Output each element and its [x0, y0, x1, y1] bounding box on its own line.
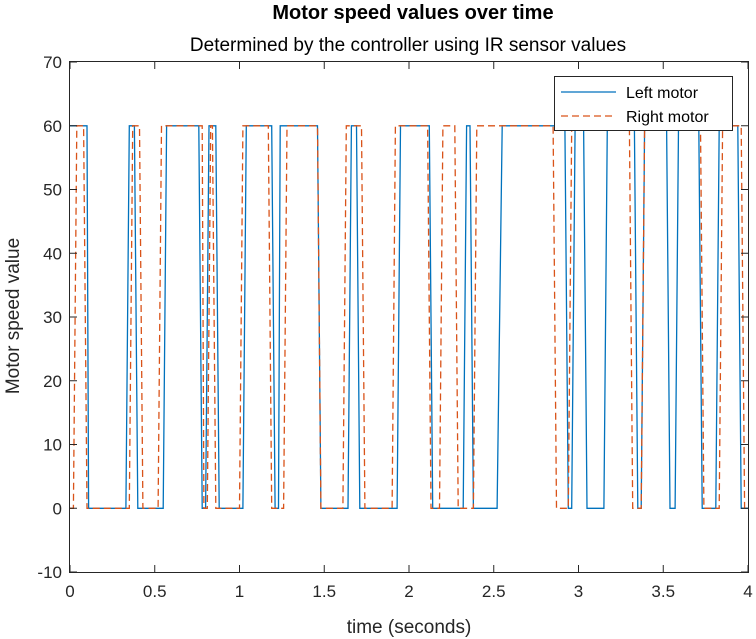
legend-label-left-motor: Left motor	[626, 85, 699, 102]
series-layer	[70, 125, 748, 509]
x-tick-label: 4	[743, 582, 752, 601]
y-tick-label: 30	[43, 308, 62, 327]
y-tick-label: 20	[43, 372, 62, 391]
x-tick-label: 0.5	[143, 582, 167, 601]
plot-background	[69, 61, 749, 573]
series-line-right-motor	[70, 125, 748, 509]
y-tick-label: 40	[43, 244, 62, 263]
legend-label-right-motor: Right motor	[626, 109, 709, 126]
y-tick-label: 10	[43, 436, 62, 455]
y-axis-ticks: -10 0 10 20 30 40 50 60 70	[37, 53, 748, 582]
x-tick-label: 3.5	[651, 582, 675, 601]
y-tick-label: 0	[53, 499, 62, 518]
x-tick-label: 1	[235, 582, 244, 601]
chart-title: Motor speed values over time	[272, 2, 553, 24]
x-axis-ticks: 0 0.5 1 1.5 2 2.5 3 3.5 4	[65, 62, 753, 601]
legend-box	[554, 76, 733, 131]
series-line-left-motor	[70, 125, 748, 509]
legend: Left motor Right motor	[554, 76, 733, 131]
y-tick-label: 70	[43, 53, 62, 72]
x-tick-label: 2	[404, 582, 413, 601]
x-tick-label: 0	[65, 582, 74, 601]
x-tick-label: 1.5	[312, 582, 336, 601]
x-tick-label: 3	[574, 582, 583, 601]
chart-subtitle: Determined by the controller using IR se…	[190, 35, 626, 56]
x-axis-label: time (seconds)	[347, 617, 472, 638]
x-tick-label: 2.5	[482, 582, 506, 601]
y-tick-label: 50	[43, 181, 62, 200]
y-tick-label: 60	[43, 117, 62, 136]
axes-box	[69, 61, 749, 573]
y-tick-label: -10	[37, 563, 62, 582]
y-axis-label: Motor speed value	[3, 238, 24, 394]
